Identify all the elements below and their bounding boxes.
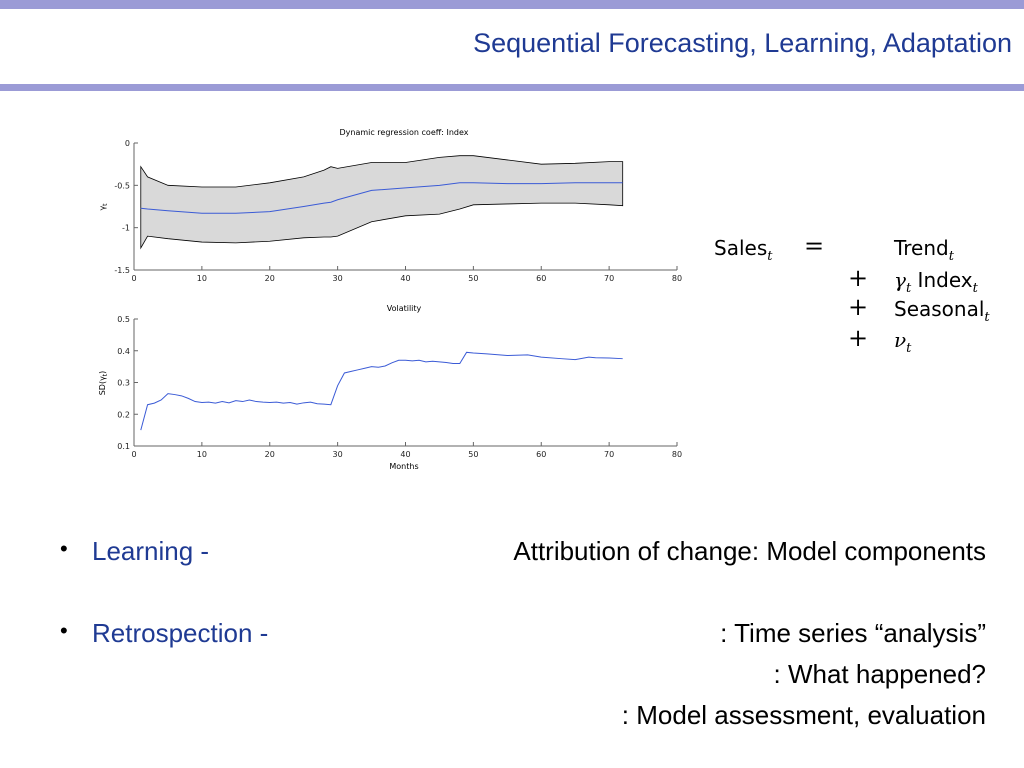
regression-coeff-chart: Dynamic regression coeff: Index γt 0 10 20… (98, 128, 682, 283)
x-tick-label: 30 (333, 450, 343, 459)
x-tick-label: 80 (672, 450, 682, 459)
x-tick-label: 70 (604, 274, 614, 283)
x-tick-label: 60 (536, 274, 546, 283)
equation-plus: + (848, 293, 869, 321)
confidence-band (140, 155, 624, 250)
y-axis-label: γt (98, 203, 109, 211)
x-tick-label: 20 (265, 274, 275, 283)
equation-plus: + (848, 264, 869, 292)
x-tick-label: 70 (604, 450, 614, 459)
top-accent-bar (0, 0, 1024, 9)
equation-lhs: Salest (714, 236, 773, 264)
y-tick-label: 0.5 (117, 315, 130, 324)
x-tick-label: 0 (131, 274, 136, 283)
x-tick-label: 50 (468, 274, 478, 283)
equation-plus: + (848, 324, 869, 352)
title-underline-bar (0, 84, 1024, 91)
x-tick-label: 0 (131, 450, 136, 459)
x-tick-label: 50 (468, 450, 478, 459)
x-tick-label: 60 (536, 450, 546, 459)
equation-equals: = (804, 232, 825, 260)
x-tick-label: 30 (333, 274, 343, 283)
y-tick-label: 0.2 (117, 410, 130, 419)
x-tick-label: 40 (400, 450, 410, 459)
equation-term-noise: νt (894, 328, 912, 356)
y-axis-label: SD(γt) (98, 371, 109, 396)
x-tick-label: 10 (197, 274, 207, 283)
x-tick-label: 20 (265, 450, 275, 459)
chart-title: Volatility (387, 304, 422, 313)
volatility-chart: Volatility SD(γt) Months 0 10 20 30 40 50 60 70… (98, 304, 682, 471)
x-tick-label: 10 (197, 450, 207, 459)
x-axis-label: Months (389, 462, 418, 471)
y-tick-label: 0.1 (117, 442, 130, 451)
y-tick-label: -1.5 (114, 266, 130, 275)
y-tick-label: -1 (122, 224, 130, 233)
y-tick-label: -0.5 (114, 181, 130, 190)
model-equation: Salest = Trendt + γt Indext + Seasonalt … (700, 228, 1020, 358)
y-tick-label: 0 (125, 139, 130, 148)
slide-title: Sequential Forecasting, Learning, Adapta… (473, 28, 1012, 58)
y-tick-label: 0.4 (117, 347, 130, 356)
equation-term-index: γt Indext (894, 268, 978, 296)
x-tick-label: 40 (400, 274, 410, 283)
equation-term-seasonal: Seasonalt (894, 297, 990, 325)
volatility-line (140, 351, 623, 431)
chart-title: Dynamic regression coeff: Index (339, 128, 468, 137)
x-tick-label: 80 (672, 274, 682, 283)
mean-line (140, 182, 623, 214)
y-tick-label: 0.3 (117, 379, 130, 388)
equation-term-trend: Trendt (894, 236, 954, 264)
